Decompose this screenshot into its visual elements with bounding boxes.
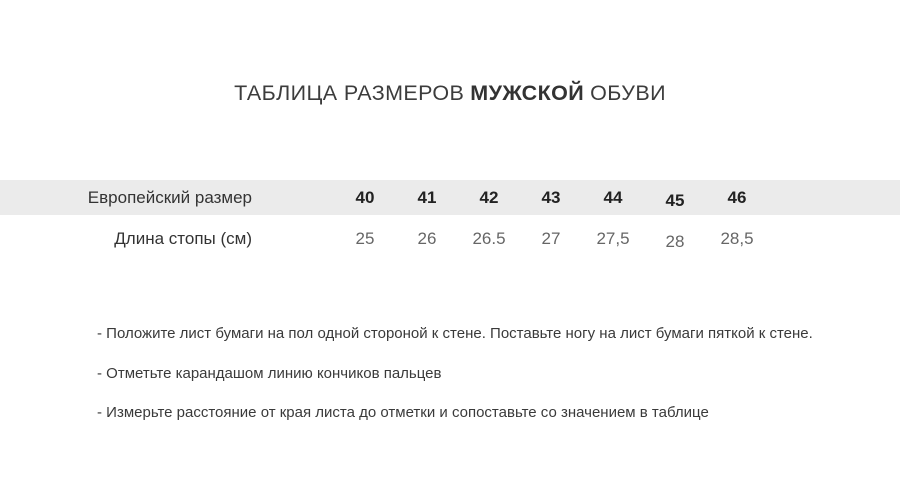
foot-length-cell: 26.5 <box>472 228 506 248</box>
eu-size-cell: 45 <box>665 190 685 210</box>
page-title: ТАБЛИЦА РАЗМЕРОВ МУЖСКОЙ ОБУВИ <box>0 82 900 105</box>
eu-size-cell: 46 <box>727 187 747 207</box>
eu-size-cell: 42 <box>479 187 499 207</box>
foot-length-cell: 28 <box>665 231 685 251</box>
foot-length-cell: 28,5 <box>720 228 754 248</box>
title-prefix: ТАБЛИЦА РАЗМЕРОВ <box>234 81 465 105</box>
instruction-line: - Положите лист бумаги на пол одной стор… <box>97 325 813 342</box>
table-header-band <box>0 180 900 215</box>
foot-length-cells: 25 26 26.5 27 27,5 28 28,5 <box>334 228 768 251</box>
foot-length-cell: 25 <box>355 228 375 248</box>
title-suffix: ОБУВИ <box>590 81 666 105</box>
eu-size-cell: 43 <box>541 187 561 207</box>
eu-size-cell: 41 <box>417 187 437 207</box>
eu-size-cell: 40 <box>355 187 375 207</box>
foot-length-cell: 27,5 <box>596 228 630 248</box>
eu-size-cells: 40 41 42 43 44 45 46 <box>334 187 768 210</box>
table-row-foot-lengths: Длина стопы (см) 25 26 26.5 27 27,5 28 2… <box>0 221 900 256</box>
foot-length-cell: 26 <box>417 228 437 248</box>
table-row-eu-sizes: Европейский размер 40 41 42 43 44 45 46 <box>0 180 900 215</box>
row-label-eu-size: Европейский размер <box>87 187 252 207</box>
row-label-foot-length: Длина стопы (см) <box>114 228 252 248</box>
foot-length-cell: 27 <box>541 228 561 248</box>
eu-size-cell: 44 <box>603 187 623 207</box>
title-highlight: МУЖСКОЙ <box>470 81 585 105</box>
instruction-line: - Отметьте карандашом линию кончиков пал… <box>97 365 442 382</box>
instruction-line: - Измерьте расстояние от края листа до о… <box>97 404 709 421</box>
